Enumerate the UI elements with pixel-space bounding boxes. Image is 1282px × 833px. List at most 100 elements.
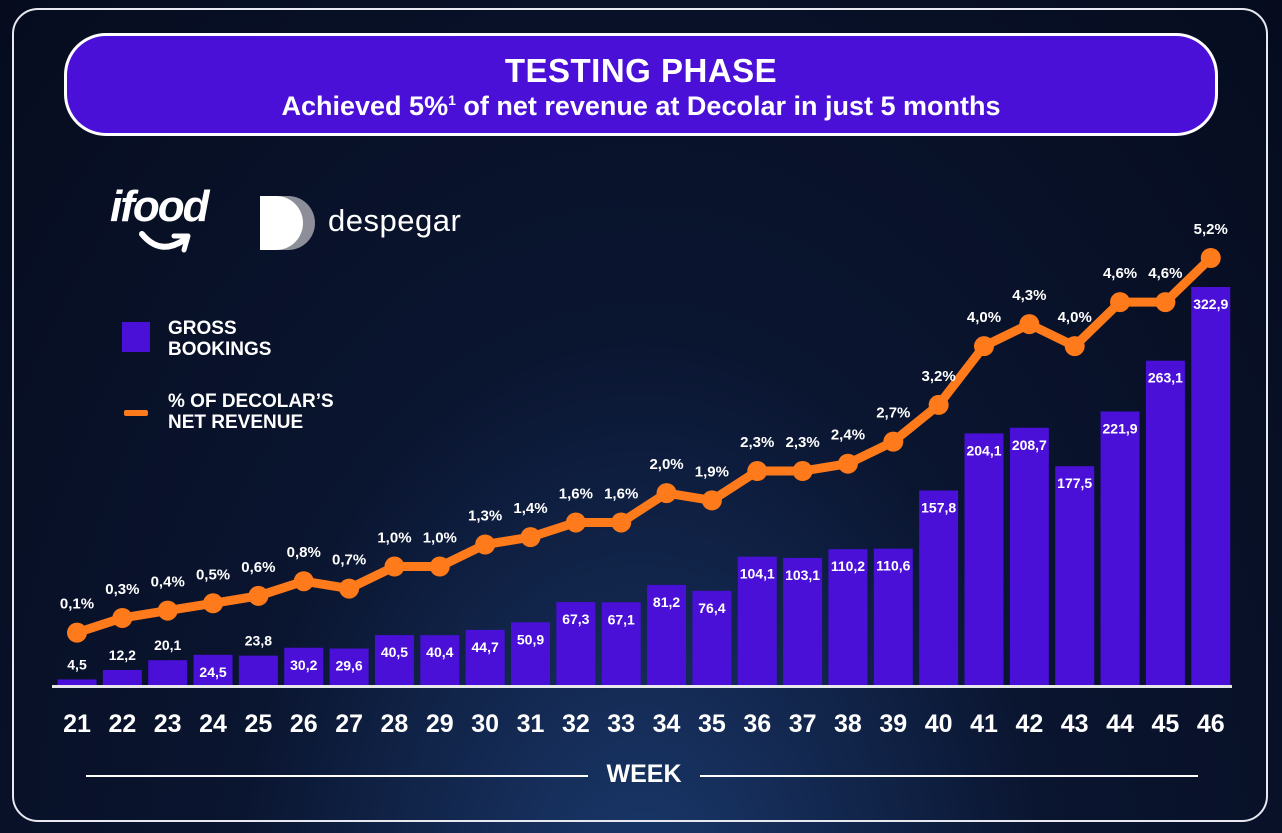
line-point xyxy=(611,512,632,533)
line-point xyxy=(1064,336,1085,357)
bar xyxy=(511,622,550,685)
legend-bars-line-1: GROSS xyxy=(168,318,237,339)
legend-bars-label: GROSS BOOKINGS xyxy=(168,318,388,360)
x-tick-label: 22 xyxy=(108,710,136,738)
line-point xyxy=(384,556,405,577)
bar-value-label: 40,4 xyxy=(426,644,453,660)
bar-value-label: 103,1 xyxy=(785,567,820,583)
bar-value-label: 30,2 xyxy=(290,657,317,673)
line-point xyxy=(883,431,904,452)
bar xyxy=(692,590,732,685)
line-value-label: 0,3% xyxy=(105,581,139,598)
despegar-logo: despegar xyxy=(328,203,462,238)
bar-value-label: 204,1 xyxy=(966,442,1001,458)
bar xyxy=(783,557,823,685)
title-banner: TESTING PHASE Achieved 5%1 of net revenu… xyxy=(64,33,1218,136)
line-value-label: 4,0% xyxy=(1058,309,1092,326)
bar-value-label: 44,7 xyxy=(472,639,499,655)
bar xyxy=(556,602,596,685)
line-point xyxy=(1110,292,1131,313)
ifood-smile-arrow-icon xyxy=(139,231,191,253)
line-value-label: 0,5% xyxy=(196,566,230,583)
bar-value-label: 50,9 xyxy=(517,631,544,647)
x-tick-label: 28 xyxy=(381,710,409,738)
bar-value-label: 157,8 xyxy=(921,499,956,515)
legend-line-line-1: % OF DECOLAR’S xyxy=(168,391,334,412)
bar xyxy=(647,584,687,685)
bar-value-label: 263,1 xyxy=(1148,370,1183,386)
x-tick-label: 40 xyxy=(925,710,953,738)
bar-value-label: 221,9 xyxy=(1103,420,1138,436)
bar-value-label: 29,6 xyxy=(335,658,362,674)
bar xyxy=(102,669,142,685)
line-point xyxy=(565,512,586,533)
ifood-logo: ifood xyxy=(110,182,210,231)
line-point xyxy=(656,483,677,504)
bar-value-label: 81,2 xyxy=(653,594,680,610)
line-value-label: 0,8% xyxy=(287,544,321,561)
bar-value-label: 67,1 xyxy=(608,611,635,627)
x-tick-label: 44 xyxy=(1106,710,1134,738)
line-point xyxy=(1155,292,1176,313)
x-tick-label: 46 xyxy=(1197,710,1225,738)
line-point xyxy=(928,394,949,415)
x-tick-label: 27 xyxy=(335,710,363,738)
bar xyxy=(828,549,868,685)
x-tick-label: 42 xyxy=(1015,710,1043,738)
bar-value-label: 110,2 xyxy=(831,558,865,574)
x-tick-label: 25 xyxy=(244,710,272,738)
line-value-label: 1,0% xyxy=(423,530,457,547)
bar xyxy=(193,654,233,685)
x-tick-label: 39 xyxy=(879,710,907,738)
bar-value-label: 110,6 xyxy=(876,558,910,574)
bar-value-label: 12,2 xyxy=(109,647,136,663)
bar-value-label: 177,5 xyxy=(1057,475,1092,491)
bar xyxy=(238,655,278,685)
line-point xyxy=(837,453,858,474)
line-point xyxy=(520,527,541,548)
slide-frame xyxy=(12,8,1268,822)
x-tick-label: 26 xyxy=(290,710,318,738)
line-point xyxy=(157,600,178,621)
bar xyxy=(420,635,460,685)
x-tick-label: 37 xyxy=(789,710,817,738)
x-tick-label: 36 xyxy=(743,710,771,738)
line-value-label: 2,0% xyxy=(649,456,683,473)
x-tick-label: 30 xyxy=(471,710,499,738)
line-point xyxy=(112,607,133,628)
bar-value-label: 208,7 xyxy=(1012,437,1047,453)
line-point xyxy=(974,336,994,357)
bar xyxy=(601,602,641,685)
bar-value-label: 104,1 xyxy=(740,566,775,582)
week-axis-line-right xyxy=(700,775,1198,777)
bar xyxy=(1145,360,1185,685)
x-tick-label: 41 xyxy=(970,710,998,738)
x-tick-label: 32 xyxy=(562,710,590,738)
bar xyxy=(1100,411,1140,685)
line-point xyxy=(293,571,314,592)
line-point xyxy=(701,490,722,511)
line-value-label: 1,6% xyxy=(604,485,638,502)
bar xyxy=(737,556,777,685)
despegar-mark-icon xyxy=(260,196,315,250)
week-axis-line-left xyxy=(86,775,588,777)
line-point xyxy=(475,534,496,555)
page-title: TESTING PHASE xyxy=(504,52,778,89)
line-value-label: 0,6% xyxy=(241,559,275,576)
legend-bar-swatch xyxy=(122,322,150,352)
line-point xyxy=(747,461,768,482)
line-value-label: 0,7% xyxy=(332,552,366,569)
bar xyxy=(873,548,913,685)
subtitle-text-end: of net revenue at Decolar in just 5 mont… xyxy=(455,91,1001,121)
bar xyxy=(465,629,505,685)
line-value-label: 1,3% xyxy=(468,508,502,525)
line-value-label: 2,3% xyxy=(785,434,819,451)
bar-value-label: 4,5 xyxy=(67,656,87,672)
line-point xyxy=(1200,248,1221,268)
bar-value-label: 67,3 xyxy=(562,611,589,627)
line-value-label: 4,3% xyxy=(1012,287,1046,304)
x-tick-label: 33 xyxy=(607,710,635,738)
line-point xyxy=(339,578,360,599)
x-tick-label: 43 xyxy=(1061,710,1089,738)
line-value-label: 1,9% xyxy=(695,463,729,480)
